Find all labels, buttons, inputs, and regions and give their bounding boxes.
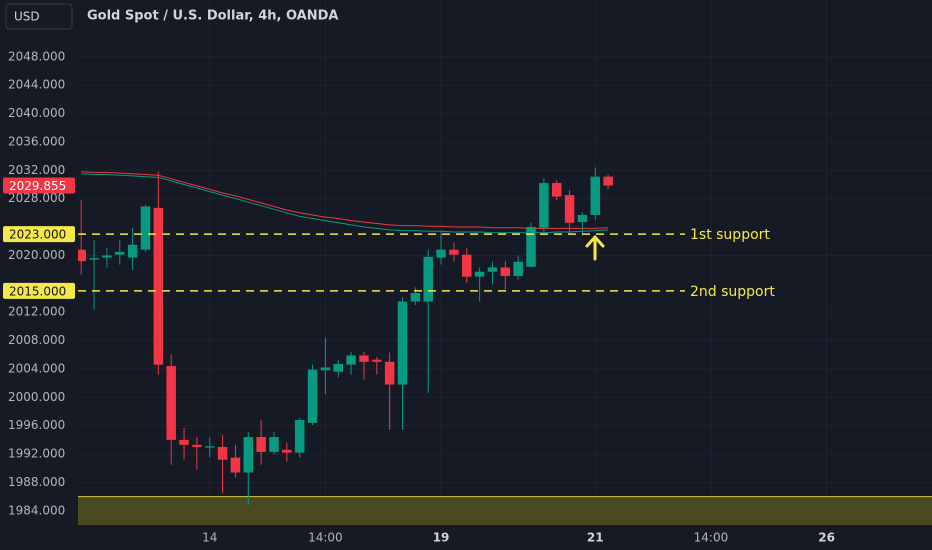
candle-body [102,255,112,258]
candle-body [346,355,356,365]
candle-body [269,437,279,452]
candle-body [539,183,549,228]
candle-body [359,355,369,362]
candle-body [307,369,318,423]
x-tick-label: 14:00 [694,531,729,545]
y-tick-label: 2020.000 [8,248,65,262]
candle-body [577,214,588,223]
y-tick-label: 1992.000 [8,447,65,461]
last-price-badge [3,177,75,194]
moving-average [81,171,609,229]
candle-body [76,249,86,262]
candle-body [462,254,472,277]
y-tick-label: 2048.000 [8,49,65,63]
y-tick-label: 1984.000 [8,503,65,517]
last-price-label: 2029.855 [9,179,66,193]
y-tick-label: 2044.000 [8,78,65,92]
y-tick-label: 1996.000 [8,418,65,432]
price-badge-label: 2015.000 [9,284,66,298]
y-tick-label: 2036.000 [8,134,65,148]
candle-body [243,437,254,473]
y-tick-label: 2008.000 [8,333,65,347]
y-tick-label: 2004.000 [8,361,65,375]
candle-body [397,301,408,385]
price-axis [0,0,78,550]
candle-body [256,437,266,452]
candle-body [282,449,292,453]
candle-body [487,267,498,272]
candle-body [384,361,395,385]
candle-body [590,176,601,215]
candle-body [320,367,331,371]
candle-body [372,359,382,362]
zone [78,496,932,525]
candle-body [127,244,138,258]
candle-body [410,293,421,302]
candle-body [294,420,305,453]
arrow [585,235,605,261]
y-tick-label: 2000.000 [8,390,65,404]
candle-body [140,206,151,250]
x-tick-label: 14:00 [308,531,343,545]
currency[interactable]: USD [14,10,40,24]
candle-body [115,251,125,255]
candle-body [526,227,536,267]
candle-body [551,183,562,197]
y-tick-label: 2032.000 [8,163,65,177]
candle-body [513,261,523,276]
candle-body [564,195,575,223]
candle-body [153,207,164,365]
chart-title: Gold Spot / U.S. Dollar, 4h, OANDA [87,9,338,24]
x-tick-label: 14 [202,531,217,545]
candle-body [192,444,202,447]
candle-body [500,267,511,276]
y-tick-label: 1988.000 [8,475,65,489]
price-badge [3,282,75,299]
axis-labels: 2048.000 2044.000 2040.000 2036.000 2032.000… [3,49,835,545]
candle-body [204,446,215,448]
moving-average [81,173,609,234]
candle-body [474,271,485,277]
candle-body [166,366,176,440]
candle-body [423,256,433,302]
candle-body [230,457,241,473]
candle-body [449,249,459,255]
y-tick-label: 2028.000 [8,191,65,205]
candle-body [436,249,446,258]
candle-body [179,439,189,445]
currency-button[interactable] [5,3,73,30]
candle-body [333,363,343,372]
price-badge [3,226,75,243]
x-tick-label: 19 [433,531,450,545]
price-badge-label: 2023.000 [9,228,66,242]
y-tick-label: 2012.000 [8,305,65,319]
x-tick-label: 21 [587,531,604,545]
candle-body [603,176,613,186]
candle-body [89,258,99,260]
support-label: 1st support [690,227,770,243]
x-tick-label: 26 [818,531,835,545]
y-tick-label: 2040.000 [8,106,65,120]
support-label: 2nd support [690,284,775,300]
plot-area: 1st support 2nd support [76,0,932,525]
candle-body [217,446,228,460]
